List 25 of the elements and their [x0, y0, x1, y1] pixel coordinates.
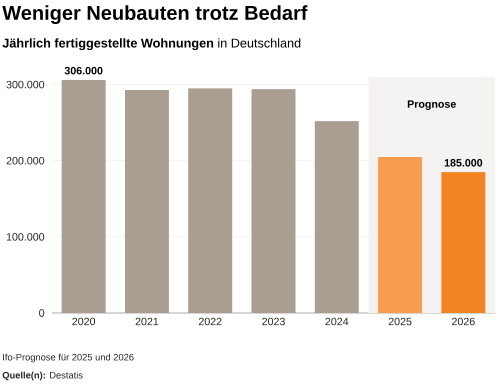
y-tick-label: 300.000 [6, 80, 44, 88]
x-tick-label: 2022 [198, 318, 222, 326]
x-tick-label: 2021 [136, 318, 158, 326]
chart-subtitle: Jährlich fertiggestellte Wohnungen in Deutschland [2, 38, 300, 50]
x-tick-label: 2026 [452, 318, 475, 326]
text: Ifo-Prognose für 2025 und 2026 [3, 354, 134, 362]
x-tick-label: 2020 [72, 318, 96, 326]
y-tick-label: 100.000 [6, 233, 44, 241]
bar [378, 156, 422, 314]
data-label: 306.000 [64, 66, 102, 74]
chart-title: Weniger Neubauten trotz Bedarf [2, 5, 308, 24]
bar [252, 89, 296, 314]
bar [62, 80, 106, 314]
bar [441, 172, 486, 314]
text: Quelle(n): Destatis [2, 372, 83, 380]
y-tick-label: 200.000 [6, 156, 44, 165]
bar [124, 90, 169, 314]
x-tick-label: 2024 [325, 318, 348, 326]
y-tick-label: 0 [39, 309, 44, 317]
data-label: 185.000 [444, 159, 482, 167]
x-tick-label: 2025 [388, 318, 412, 326]
band-label: Prognose [408, 100, 456, 110]
x-tick-label: 2023 [262, 318, 285, 326]
bar [188, 88, 232, 314]
bar [314, 121, 359, 314]
